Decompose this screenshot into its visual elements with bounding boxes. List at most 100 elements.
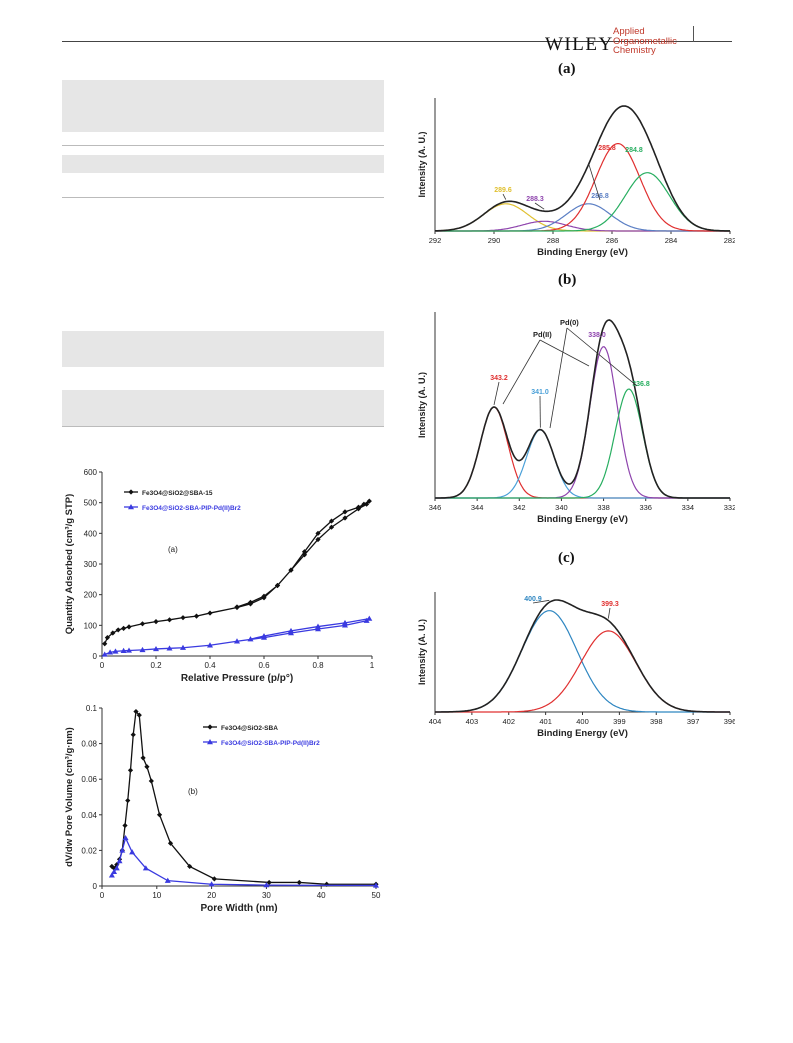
envelope-curve <box>435 599 730 713</box>
x-axis-label: Pore Width (nm) <box>200 903 277 914</box>
pd-0-pointer <box>549 327 568 429</box>
peak-leader-line <box>534 202 545 210</box>
data-point <box>130 732 136 738</box>
x-tick-label: 403 <box>466 717 479 726</box>
y-tick-label: 0.08 <box>81 740 97 749</box>
peak-component <box>435 346 730 499</box>
x-tick-label: 0 <box>100 661 105 670</box>
legend-marker <box>128 489 134 495</box>
x-axis-label: Binding Energy (eV) <box>537 514 628 525</box>
series-line <box>111 710 376 885</box>
data-point <box>247 636 254 642</box>
y-axis-label: Intensity (A. U.) <box>417 131 427 197</box>
x-tick-label: 0.2 <box>150 661 162 670</box>
x-tick-label: 286 <box>606 236 619 245</box>
data-point <box>120 647 127 653</box>
peak-label: 286.8 <box>591 193 609 200</box>
y-tick-label: 200 <box>84 591 98 600</box>
x-tick-label: 401 <box>539 717 552 726</box>
table-rule <box>62 426 384 427</box>
data-point <box>301 549 308 555</box>
data-point <box>315 536 321 543</box>
data-point <box>102 641 108 647</box>
x-tick-label: 288 <box>547 236 560 245</box>
data-point <box>207 610 213 616</box>
data-point <box>296 879 302 886</box>
x-tick-label: 344 <box>471 503 484 512</box>
data-point <box>125 797 131 804</box>
peak-label: 284.8 <box>625 147 643 154</box>
peak-label: 343.2 <box>490 375 508 382</box>
data-point <box>126 624 132 630</box>
x-tick-label: 400 <box>576 717 589 726</box>
table-rule <box>62 145 384 146</box>
pd-ii-annotation: Pd(II) <box>533 330 552 339</box>
data-point <box>136 712 142 718</box>
y-tick-label: 0.1 <box>86 704 98 713</box>
peak-component <box>435 388 730 499</box>
peak-label: 338.0 <box>588 332 606 339</box>
isotherm-chart: 0 100 200 300 400 500 600 0 0.2 0.4 0.6 0.8 1 Relativ… <box>64 468 375 684</box>
pd-ii-pointer <box>539 339 590 367</box>
y-axis-label: Intensity (A. U.) <box>417 372 427 438</box>
data-point <box>153 645 159 652</box>
legend-marker <box>207 724 213 730</box>
peak-leader-line <box>588 162 601 201</box>
journal-line-3: Chemistry <box>613 45 656 56</box>
data-point <box>364 501 370 507</box>
x-tick-label: 282 <box>724 236 735 245</box>
legend-label: Fe3O4@SiO2-SBA-PIP-Pd(II)Br2 <box>221 740 320 747</box>
x-tick-label: 396 <box>724 717 735 726</box>
data-point <box>342 619 348 626</box>
legend-label: Fe3O4@SiO2@SBA-15 <box>142 490 213 497</box>
legend-marker <box>128 504 134 510</box>
x-tick-label: 50 <box>372 891 381 900</box>
y-tick-label: 500 <box>84 499 98 508</box>
data-point <box>129 849 136 855</box>
pd-ii-pointer <box>502 339 541 405</box>
peak-label: 288.3 <box>526 196 544 203</box>
x-tick-label: 1 <box>370 661 375 670</box>
data-point <box>207 642 213 648</box>
data-point <box>126 647 132 653</box>
data-point <box>139 646 146 653</box>
data-point <box>167 840 174 846</box>
pd-0-pointer <box>566 327 638 387</box>
data-point <box>139 621 146 627</box>
x-axis-label: Binding Energy (eV) <box>537 728 628 739</box>
legend-label: Fe3O4@SiO2-SBA-PIP-Pd(II)Br2 <box>142 505 241 512</box>
y-tick-label: 0 <box>93 882 98 891</box>
data-point <box>148 778 154 784</box>
table-row-band-1 <box>62 155 384 173</box>
peak-label: 336.8 <box>632 381 650 388</box>
data-point <box>180 644 186 650</box>
x-tick-label: 40 <box>317 891 326 900</box>
peak-component <box>435 630 730 713</box>
xps-panel-label-c: (c) <box>558 550 575 566</box>
x-tick-label: 397 <box>687 717 700 726</box>
table-rule <box>62 197 384 198</box>
data-point <box>119 847 126 853</box>
y-axis-label: dV/dw Pore Volume (cm³/g·nm) <box>64 727 75 867</box>
y-axis-label: Quantity Adsorbed (cm³/g STP) <box>64 494 75 635</box>
data-point <box>328 518 335 524</box>
peak-component <box>435 172 730 232</box>
table-row-band-2 <box>62 390 384 426</box>
y-tick-label: 0.06 <box>81 775 97 784</box>
data-point <box>166 617 173 623</box>
xps-panel-label-a: (a) <box>558 61 576 77</box>
header-rule <box>62 41 732 42</box>
data-point <box>164 877 171 883</box>
panel-annotation: (b) <box>188 787 198 796</box>
y-tick-label: 400 <box>84 529 98 538</box>
table-header-band-1 <box>62 80 384 132</box>
data-point <box>211 876 217 882</box>
x-tick-label: 338 <box>597 503 610 512</box>
x-tick-label: 336 <box>639 503 652 512</box>
peak-leader-line <box>607 607 611 619</box>
x-tick-label: 332 <box>724 503 735 512</box>
data-point <box>373 882 379 888</box>
data-point <box>107 649 114 655</box>
journal-name: Applied Organometallic Chemistry <box>613 27 677 56</box>
y-tick-label: 0 <box>93 652 98 661</box>
